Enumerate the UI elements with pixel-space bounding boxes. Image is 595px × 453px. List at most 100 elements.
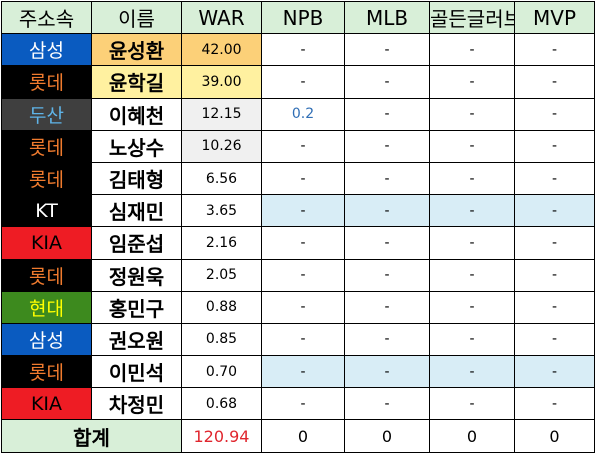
goldglove-cell: - — [429, 33, 515, 67]
team-cell: 롯데 — [1, 355, 92, 389]
header-mlb: MLB — [344, 0, 430, 35]
goldglove-cell: - — [429, 65, 515, 99]
war-cell: 0.68 — [181, 387, 262, 421]
goldglove-cell: - — [429, 226, 515, 260]
mvp-cell: - — [514, 194, 595, 228]
npb-cell: - — [261, 161, 345, 196]
header-team: 주소속 — [1, 0, 92, 35]
team-cell: 롯데 — [1, 129, 92, 163]
npb-cell: - — [261, 33, 345, 67]
player-name-cell: 차정민 — [91, 387, 182, 421]
player-name-cell: 이혜천 — [91, 97, 182, 131]
header-war: WAR — [181, 0, 262, 35]
mlb-cell: - — [344, 355, 430, 389]
table-row: 롯데 정원욱 2.05- - - - — [1, 258, 595, 292]
goldglove-cell: - — [429, 161, 515, 196]
war-cell: 6.56 — [181, 161, 262, 196]
npb-cell: - — [261, 129, 345, 163]
team-cell: 삼성 — [1, 322, 92, 357]
team-cell: 롯데 — [1, 65, 92, 99]
table-row: 롯데 노상수 10.26- - - - — [1, 129, 595, 163]
mlb-cell: - — [344, 194, 430, 228]
player-name-cell: 윤학길 — [91, 65, 182, 99]
goldglove-cell: - — [429, 258, 515, 292]
total-mvp-cell: 0 — [514, 419, 595, 453]
header-mvp: MVP — [514, 0, 595, 35]
goldglove-cell: - — [429, 387, 515, 421]
player-name-cell: 윤성환 — [91, 33, 182, 67]
player-name-cell: 심재민 — [91, 194, 182, 228]
mvp-cell: - — [514, 322, 595, 357]
war-cell: 3.65 — [181, 194, 262, 228]
war-cell: 0.88 — [181, 290, 262, 324]
team-cell: KIA — [1, 226, 92, 260]
mlb-cell: - — [344, 258, 430, 292]
table-row: 롯데 윤학길 39.00- - - - — [1, 65, 595, 99]
war-cell: 0.85 — [181, 322, 262, 357]
mlb-cell: - — [344, 322, 430, 357]
player-name-cell: 임준섭 — [91, 226, 182, 260]
mvp-cell: - — [514, 33, 595, 67]
total-war-cell: 120.94 — [181, 419, 262, 453]
war-cell: 39.00 — [181, 65, 262, 99]
team-cell: KT — [1, 194, 92, 228]
goldglove-cell: - — [429, 194, 515, 228]
header-name: 이름 — [91, 0, 182, 35]
mvp-cell: - — [514, 97, 595, 131]
mvp-cell: - — [514, 65, 595, 99]
table-row: 롯데 김태형 6.56- - - - — [1, 161, 595, 196]
goldglove-cell: - — [429, 129, 515, 163]
total-row: 합계 120.94 0 0 0 0 — [1, 419, 595, 453]
mlb-cell: - — [344, 226, 430, 260]
war-cell: 42.00 — [181, 33, 262, 67]
table-row: KT 심재민 3.65- - - - — [1, 194, 595, 228]
mvp-cell: - — [514, 290, 595, 324]
table-row: 두산 이혜천 12.15 0.2- - - — [1, 97, 595, 131]
total-npb-cell: 0 — [261, 419, 345, 453]
mvp-cell: - — [514, 226, 595, 260]
npb-cell: - — [261, 290, 345, 324]
table-row: 현대 홍민구 0.88- - - - — [1, 290, 595, 324]
player-name-cell: 이민석 — [91, 355, 182, 389]
mlb-cell: - — [344, 33, 430, 67]
npb-cell: - — [261, 194, 345, 228]
goldglove-cell: - — [429, 97, 515, 131]
mlb-cell: - — [344, 65, 430, 99]
team-cell: 삼성 — [1, 33, 92, 67]
mvp-cell: - — [514, 129, 595, 163]
team-cell: KIA — [1, 387, 92, 421]
war-cell: 12.15 — [181, 97, 262, 131]
team-cell: 현대 — [1, 290, 92, 324]
table-row: 삼성 윤성환 42.00- - - - — [1, 33, 595, 67]
npb-cell: - — [261, 226, 345, 260]
mvp-cell: - — [514, 258, 595, 292]
goldglove-cell: - — [429, 355, 515, 389]
header-goldglove: 골든글러브 — [429, 0, 515, 35]
player-name-cell: 김태형 — [91, 161, 182, 196]
table-row: KIA 임준섭 2.16- - - - — [1, 226, 595, 260]
player-name-cell: 권오원 — [91, 322, 182, 357]
table-row: 롯데 이민석 0.70- - - - — [1, 355, 595, 389]
npb-cell: - — [261, 65, 345, 99]
player-name-cell: 노상수 — [91, 129, 182, 163]
npb-cell: - — [261, 387, 345, 421]
goldglove-cell: - — [429, 290, 515, 324]
npb-cell: - — [261, 322, 345, 357]
npb-cell: - — [261, 258, 345, 292]
war-cell: 2.05 — [181, 258, 262, 292]
team-cell: 두산 — [1, 97, 92, 131]
header-npb: NPB — [261, 0, 345, 35]
mlb-cell: - — [344, 161, 430, 196]
mlb-cell: - — [344, 387, 430, 421]
mlb-cell: - — [344, 290, 430, 324]
player-name-cell: 홍민구 — [91, 290, 182, 324]
total-label: 합계 — [1, 419, 182, 453]
war-cell: 10.26 — [181, 129, 262, 163]
header-row: 주소속 이름 WAR NPB MLB 골든글러브 MVP — [1, 0, 595, 35]
mvp-cell: - — [514, 355, 595, 389]
total-mlb-cell: 0 — [344, 419, 430, 453]
team-cell: 롯데 — [1, 258, 92, 292]
mlb-cell: - — [344, 129, 430, 163]
npb-cell: - — [261, 355, 345, 389]
